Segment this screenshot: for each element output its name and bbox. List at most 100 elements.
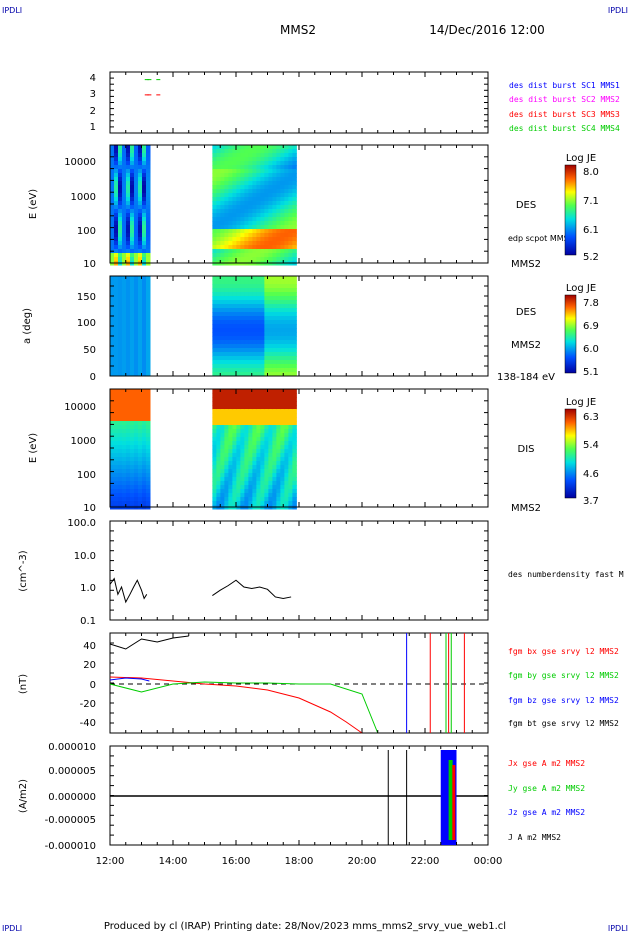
spectrogram-cell <box>130 340 135 345</box>
spectrogram-cell <box>248 393 253 398</box>
spectrogram-cell <box>236 288 241 293</box>
spectrogram-cell <box>138 461 143 466</box>
spectrogram-cell <box>126 280 131 285</box>
spectrogram-cell <box>220 489 225 494</box>
spectrogram-cell <box>284 441 289 446</box>
spectrogram-cell <box>292 421 297 426</box>
spectrogram-cell <box>126 340 131 345</box>
spectrogram-cell <box>292 477 297 482</box>
spectrogram-cell <box>138 441 143 446</box>
spectrogram-cell <box>288 449 293 454</box>
spectrogram-cell <box>216 465 221 470</box>
spectrogram-cell <box>248 368 253 373</box>
spectrogram-cell <box>240 276 245 281</box>
spectrogram-cell <box>220 221 225 226</box>
spectrogram-cell <box>220 193 225 198</box>
spectrogram-cell <box>114 177 119 182</box>
spectrogram-cell <box>126 397 131 402</box>
spectrogram-cell <box>114 217 119 222</box>
spectrogram-cell <box>292 241 297 246</box>
panel-dis-energy: E (eV) 10000 1000 100 10 DIS MMS2 Log JE… <box>28 388 599 514</box>
spectrogram-cell <box>110 229 115 234</box>
colorbar-tick: 4.6 <box>583 469 599 480</box>
spectrogram-cell <box>260 177 265 182</box>
spectrogram-cell <box>122 185 127 190</box>
spectrogram-cell <box>224 197 229 202</box>
spectrogram-cell <box>248 449 253 454</box>
spectrogram-cell <box>134 161 139 166</box>
spectrogram-cell <box>110 409 115 414</box>
spectrogram-cell <box>288 425 293 430</box>
spectrogram-cell <box>284 469 289 474</box>
spectrogram-cell <box>288 280 293 285</box>
spectrogram-cell <box>280 364 285 369</box>
spectrogram-cell <box>146 316 151 321</box>
spectrogram-cell <box>142 185 147 190</box>
spectrogram-cell <box>228 437 233 442</box>
spectrogram-cell <box>216 316 221 321</box>
spectrogram-cell <box>272 308 277 313</box>
spectrogram-cell <box>110 461 115 466</box>
spectrogram-cell <box>240 221 245 226</box>
spectrogram-cell <box>126 356 131 361</box>
spectrogram-cell <box>142 300 147 305</box>
spectrogram-cell <box>292 193 297 198</box>
spectrogram-cell <box>256 213 261 218</box>
spectrogram-cell <box>122 409 127 414</box>
spectrogram-cell <box>220 229 225 234</box>
spectrogram-cell <box>212 205 217 210</box>
spectrogram-cell <box>276 405 281 410</box>
spectrogram-cell <box>284 149 289 154</box>
spectrogram-cell <box>224 465 229 470</box>
spectrogram-cell <box>224 340 229 345</box>
spectrogram-cell <box>114 312 119 317</box>
spectrogram-cell <box>114 501 119 506</box>
spectrogram-cell <box>126 465 131 470</box>
spectrogram-cell <box>256 465 261 470</box>
spectrogram-cell <box>240 296 245 301</box>
spectrogram-cell <box>146 344 151 349</box>
spectrogram-cell <box>126 201 131 206</box>
spectrogram-cell <box>240 441 245 446</box>
spectrogram-cell <box>134 193 139 198</box>
spectrogram-cell <box>118 477 123 482</box>
spectrogram-des-pitch <box>110 276 297 377</box>
spectrogram-cell <box>272 437 277 442</box>
spectrogram-cell <box>284 292 289 297</box>
spectrogram-cell <box>110 201 115 206</box>
spectrogram-cell <box>292 197 297 202</box>
spectrogram-cell <box>138 253 143 258</box>
spectrogram-cell <box>228 249 233 254</box>
spectrogram-cell <box>284 401 289 406</box>
spectrogram-cell <box>276 165 281 170</box>
spectrogram-cell <box>122 257 127 262</box>
spectrogram-cell <box>268 497 273 502</box>
spectrogram-cell <box>284 417 289 422</box>
spectrogram-cell <box>264 429 269 434</box>
spectrogram-cell <box>232 284 237 289</box>
spectrogram-cell <box>232 201 237 206</box>
spectrogram-cell <box>138 477 143 482</box>
spectrogram-cell <box>216 209 221 214</box>
spectrogram-cell <box>276 149 281 154</box>
spectrogram-cell <box>220 445 225 450</box>
spectrogram-cell <box>146 292 151 297</box>
spectrogram-cell <box>122 356 127 361</box>
spectrogram-cell <box>114 344 119 349</box>
spectrogram-cell <box>248 425 253 430</box>
spectrogram-cell <box>110 280 115 285</box>
spectrogram-cell <box>256 189 261 194</box>
spectrogram-cell <box>248 221 253 226</box>
spectrogram-cell <box>284 429 289 434</box>
spectrogram-cell <box>264 449 269 454</box>
spectrogram-cell <box>232 421 237 426</box>
spectrogram-cell <box>256 217 261 222</box>
spectrogram-cell <box>146 445 151 450</box>
spectrogram-cell <box>268 209 273 214</box>
spectrogram-cell <box>122 453 127 458</box>
spectrogram-cell <box>228 292 233 297</box>
spectrogram-cell <box>272 145 277 150</box>
spectrogram-cell <box>248 429 253 434</box>
spectrogram-cell <box>146 288 151 293</box>
spectrogram-cell <box>280 352 285 357</box>
